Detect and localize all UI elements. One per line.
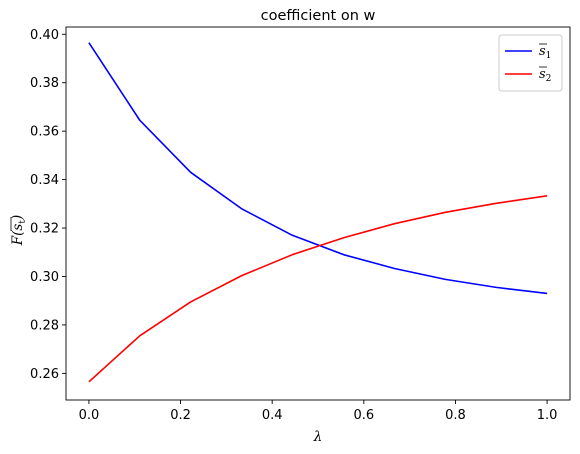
y-tick-label: 0.34 xyxy=(30,173,59,188)
x-tick-label: 0.0 xyxy=(79,408,100,423)
x-tick-label: 0.4 xyxy=(262,408,283,423)
legend-label-2: s2 xyxy=(539,67,551,84)
y-tick-label: 0.36 xyxy=(30,125,59,140)
y-tick-label: 0.28 xyxy=(30,318,59,333)
axes-frame xyxy=(65,26,571,401)
series-line-2 xyxy=(88,195,548,383)
y-tick-label: 0.30 xyxy=(30,270,59,285)
legend-label-1: s1 xyxy=(539,44,551,61)
chart-title: coefficient on w xyxy=(261,8,376,24)
x-tick-label: 0.6 xyxy=(353,408,374,423)
y-tick-label: 0.32 xyxy=(30,222,59,237)
series-lines xyxy=(88,42,548,383)
ticks: 0.0 0.2 0.4 0.6 0.8 1.0 0.26 0.28 0.30 0.32 0.34 0.… xyxy=(30,28,557,423)
legend-box xyxy=(498,34,563,92)
y-axis-label-group: F(st) xyxy=(10,215,28,246)
x-axis-label: λ xyxy=(313,429,323,445)
y-tick-label: 0.40 xyxy=(30,28,59,43)
y-axis-label: F(st) xyxy=(10,215,28,246)
x-tick-label: 1.0 xyxy=(537,408,558,423)
x-tick-label: 0.2 xyxy=(170,408,191,423)
series-line-1 xyxy=(88,42,548,295)
x-tick-label: 0.8 xyxy=(445,408,466,423)
axes xyxy=(65,26,571,401)
y-tick-label: 0.26 xyxy=(30,367,59,382)
y-tick-label: 0.38 xyxy=(30,76,59,91)
